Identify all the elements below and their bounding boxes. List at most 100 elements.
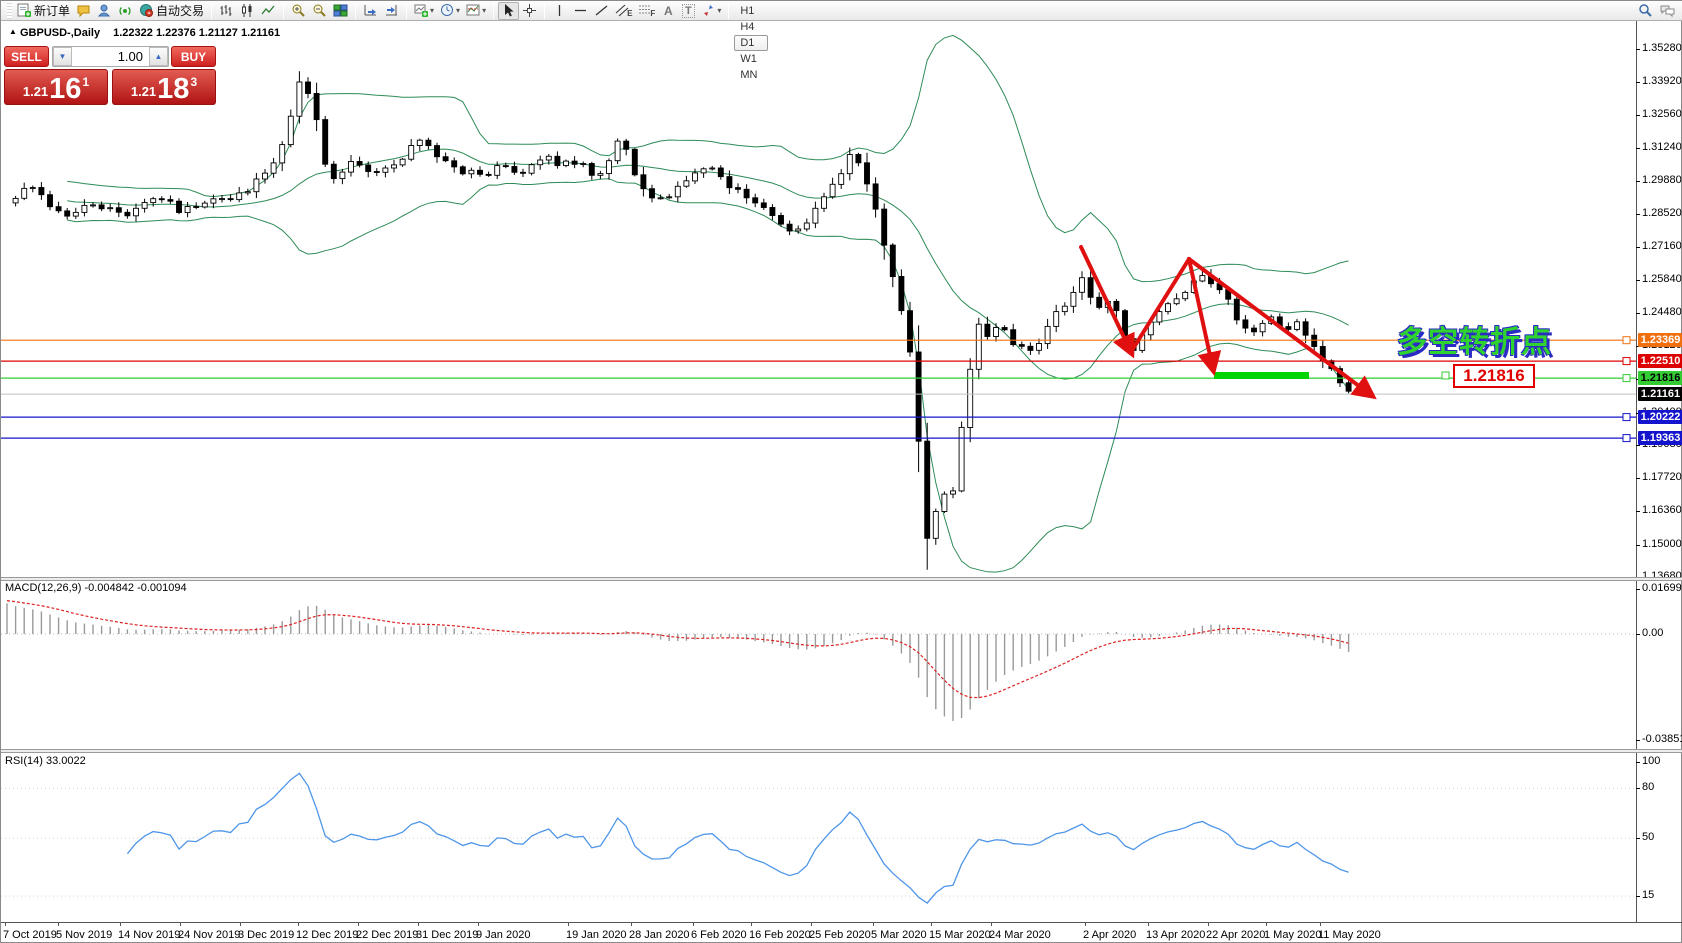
timeframe-w1[interactable]: W1 (740, 52, 757, 65)
date-label: 6 Feb 2020 (691, 929, 747, 941)
time-axis[interactable]: 7 Oct 2019 5 Nov 2019 14 Nov 2019 24 Nov 20… (1, 923, 1682, 943)
cursor-button[interactable] (498, 1, 520, 20)
macd-indicator (1, 600, 1636, 721)
price-tick: 1.16360 (1642, 504, 1682, 517)
volume-increase-button[interactable]: ▲ (149, 47, 168, 66)
signal-button[interactable] (115, 2, 136, 20)
timeframe-d1[interactable]: D1 (734, 34, 768, 51)
timeframe-h4[interactable]: H4 (740, 20, 755, 33)
date-label: 22 Apr 2020 (1206, 929, 1266, 941)
horizontal-line-objects[interactable] (1, 336, 1636, 443)
separator (493, 2, 495, 19)
price-tick: 1.33920 (1642, 75, 1682, 88)
date-tick-mark (298, 923, 299, 926)
sell-price[interactable]: 1.21 16 1 (4, 69, 108, 105)
zoom-out-button[interactable] (309, 2, 330, 20)
separator (406, 2, 408, 19)
volume-decrease-button[interactable]: ▼ (53, 47, 72, 66)
search-icon (1638, 3, 1653, 18)
comments-button[interactable] (73, 2, 94, 20)
macd-splitter[interactable] (1, 577, 1682, 581)
dropdown-arrow-icon: ▾ (430, 6, 435, 15)
rsi-level-100: 100 (1642, 755, 1661, 767)
volume-up-icon: ▲ (154, 52, 163, 61)
auto-scroll-button[interactable] (360, 2, 381, 20)
cursor-icon (501, 3, 516, 18)
macd-label: MACD(12,26,9) -0.004842 -0.001094 (5, 582, 187, 594)
support-price-label[interactable]: 1.21816 (1453, 364, 1535, 388)
autotrade-icon (139, 3, 154, 18)
crosshair-button[interactable] (519, 2, 540, 20)
channel-letter: E (627, 9, 633, 18)
buy-button[interactable]: BUY (171, 46, 216, 67)
chat-bubbles-icon (1659, 3, 1676, 18)
macd-axis-bottom: -0.038519 (1642, 733, 1682, 745)
search-button[interactable] (1635, 2, 1656, 20)
new-chart-button[interactable]: ▾ (411, 2, 437, 20)
window-marker-icon: ▲ (9, 27, 17, 36)
date-label: 19 Jan 2020 (566, 929, 627, 941)
trendline-button[interactable] (591, 2, 612, 20)
tile-windows-button[interactable] (330, 2, 351, 20)
periods-button[interactable]: ▾ (437, 2, 463, 20)
axis-tick-mark (1636, 634, 1640, 635)
comment-icon (76, 3, 91, 18)
toolbar-grip[interactable] (7, 2, 12, 19)
candlestick-button[interactable] (237, 2, 258, 20)
date-label: 24 Nov 2019 (178, 929, 241, 941)
volume-input[interactable] (72, 47, 149, 66)
axis-tick-mark (1636, 115, 1640, 117)
axis-tick-mark (1636, 147, 1640, 149)
price-line-label[interactable]: 1.22510 (1638, 354, 1682, 369)
support-zone-bar[interactable] (1214, 372, 1309, 379)
fibonacci-button[interactable]: F (635, 2, 658, 20)
person-icon (97, 3, 112, 18)
text-button[interactable]: A (658, 2, 678, 20)
horizontal-line-button[interactable] (570, 2, 591, 20)
price-line-label[interactable]: 1.19363 (1638, 431, 1682, 446)
vertical-line-button[interactable] (549, 2, 570, 20)
trend-arrows[interactable] (1079, 245, 1377, 400)
price-tick: 1.25840 (1642, 272, 1682, 285)
price-axis[interactable]: 1.35280 1.33920 1.32560 1.31240 1.29880 1.285… (1636, 21, 1682, 923)
chat-button[interactable] (1656, 2, 1679, 20)
zoom-in-button[interactable] (288, 2, 309, 20)
price-line-label[interactable]: 1.21161 (1638, 387, 1682, 402)
auto-scroll-icon (363, 3, 378, 18)
price-tick: 1.24480 (1642, 305, 1682, 318)
axis-tick-mark (1636, 49, 1640, 50)
bar-chart-button[interactable] (216, 2, 237, 20)
timeframe-mn[interactable]: MN (740, 68, 758, 81)
timeframe-m30[interactable]: M30 (734, 0, 767, 3)
price-line-label[interactable]: 1.21816 (1638, 371, 1682, 386)
price-line-label[interactable]: 1.23369 (1638, 333, 1682, 348)
community-button[interactable] (94, 2, 115, 20)
timeframe-h1[interactable]: H1 (740, 4, 755, 17)
rsi-splitter[interactable] (1, 749, 1682, 753)
price-line-label[interactable]: 1.20222 (1638, 410, 1682, 425)
sell-button-label: SELL (11, 49, 42, 64)
arrows-button[interactable]: ▾ (698, 2, 724, 20)
date-tick-mark (1320, 923, 1321, 926)
sell-button[interactable]: SELL (4, 46, 49, 67)
chart-shift-button[interactable] (381, 2, 402, 20)
date-label: 7 Oct 2019 (3, 929, 57, 941)
text-label-button[interactable]: T (678, 2, 698, 20)
line-chart-button[interactable] (258, 2, 279, 20)
date-label: 16 Feb 2020 (749, 929, 811, 941)
buy-price[interactable]: 1.21 18 3 (112, 69, 216, 105)
new-order-button[interactable]: 新订单 (14, 2, 73, 20)
rsi-level-15: 15 (1642, 889, 1655, 902)
symbol-title: ▲ GBPUSD-,Daily 1.22322 1.22376 1.21127 … (9, 27, 280, 39)
date-label: 5 Mar 2020 (871, 929, 927, 941)
support-label-anchor[interactable] (1441, 371, 1450, 380)
date-label: 9 Jan 2020 (476, 929, 531, 941)
equidistant-channel-button[interactable]: E (612, 2, 635, 20)
templates-button[interactable]: ▾ (463, 2, 489, 20)
axis-tick-mark (1636, 247, 1640, 249)
turning-point-annotation[interactable]: 多空转折点 (1397, 326, 1552, 359)
autotrade-button[interactable]: 自动交易 (136, 2, 207, 20)
date-tick-mark (693, 923, 694, 926)
